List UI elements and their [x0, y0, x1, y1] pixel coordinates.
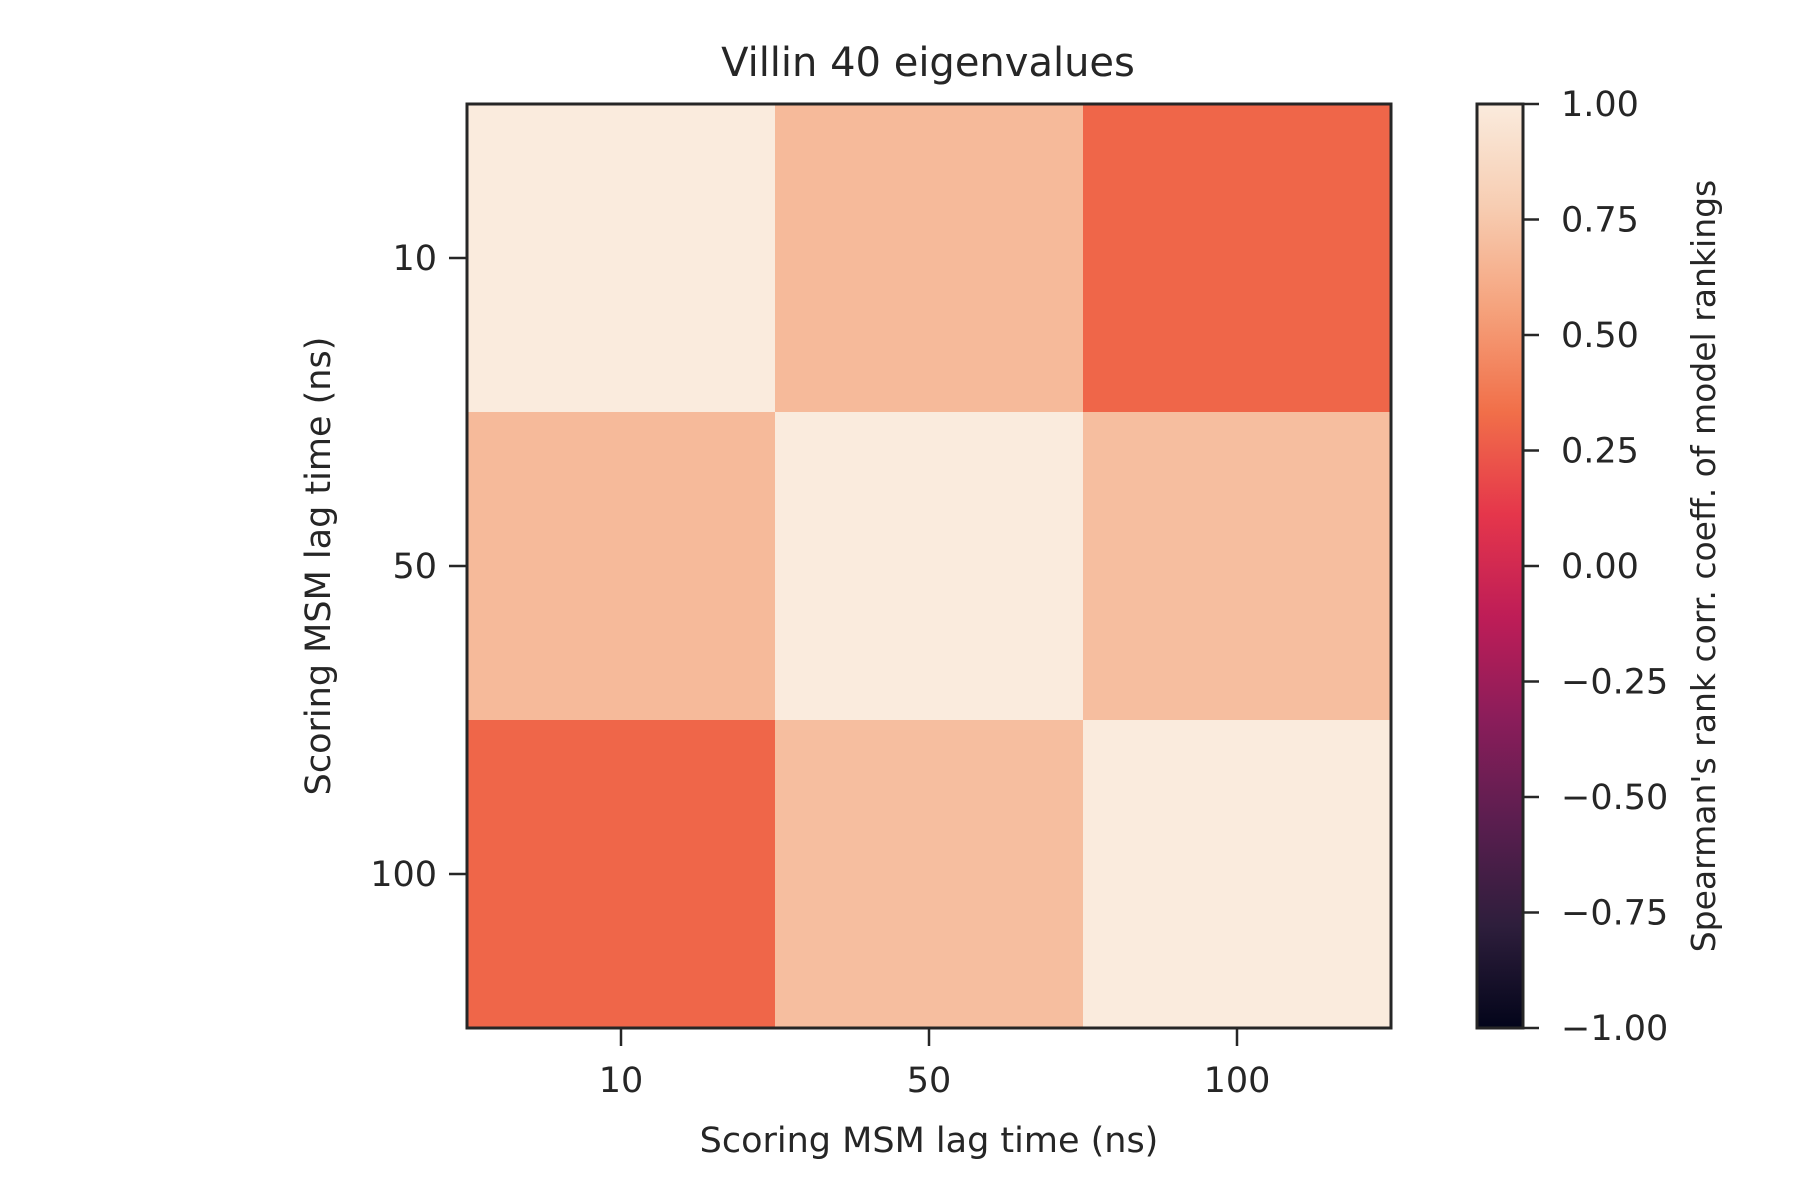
colorbar-label: Spearman's rank corr. coeff. of model ra…: [1684, 180, 1723, 953]
y-tick-label: 10: [392, 239, 437, 279]
colorbar-axis: 1.00 0.75 0.50 0.25 0.00 −0.25 −0.50 −0.75 −1.00: [1523, 85, 1668, 1049]
y-tick-label: 50: [392, 547, 437, 587]
y-axis: 10 50 100: [370, 239, 467, 895]
chart-title: Villin 40 eigenvalues: [721, 40, 1135, 86]
colorbar-tick-label: −0.75: [1561, 894, 1668, 934]
x-tick-label: 50: [907, 1061, 952, 1101]
heatmap-cell: [775, 104, 1084, 413]
heatmap-cell: [1083, 720, 1392, 1029]
heatmap-cells: [467, 104, 1392, 1029]
colorbar: [1475, 102, 1525, 1030]
colorbar-tick-label: 0.25: [1561, 432, 1639, 472]
heatmap-cell: [1083, 104, 1392, 413]
colorbar-tick-label: 0.75: [1561, 201, 1639, 241]
heatmap-cell: [467, 720, 776, 1029]
heatmap-cell: [467, 412, 776, 721]
y-axis-label: Scoring MSM lag time (ns): [299, 337, 339, 796]
colorbar-tick-label: 1.00: [1561, 85, 1639, 125]
colorbar-tick-label: −1.00: [1561, 1009, 1668, 1049]
x-axis-label: Scoring MSM lag time (ns): [700, 1121, 1159, 1161]
colorbar-tick-label: 0.50: [1561, 316, 1639, 356]
heatmap-cell: [467, 104, 776, 413]
colorbar-tick-label: 0.00: [1561, 547, 1639, 587]
x-tick-label: 100: [1204, 1061, 1271, 1101]
y-tick-label: 100: [370, 855, 437, 895]
x-tick-label: 10: [599, 1061, 644, 1101]
colorbar-tick-label: −0.25: [1561, 663, 1668, 703]
colorbar-tick-label: −0.50: [1561, 778, 1668, 818]
heatmap-cell: [775, 720, 1084, 1029]
heatmap-cell: [1083, 412, 1392, 721]
x-axis: 10 50 100: [599, 1028, 1271, 1101]
heatmap-cell: [775, 412, 1084, 721]
